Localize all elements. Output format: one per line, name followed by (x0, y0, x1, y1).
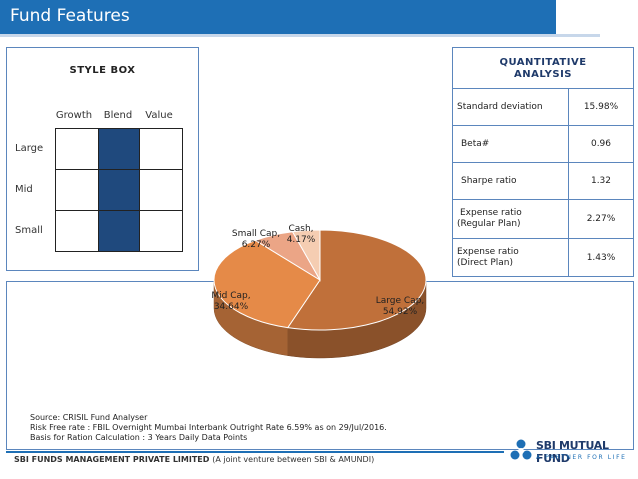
header: Fund Features (0, 0, 638, 38)
pie-label-value: 54.92% (382, 307, 418, 317)
sbi-mutual-fund-logo: SBI MUTUAL FUND A PARTNER FOR LIFE (508, 437, 634, 465)
style-col-value: Value (145, 110, 173, 121)
pie-slice-3 (291, 229, 321, 282)
pie-label-name: Cash, (288, 224, 314, 234)
style-cell-small-growth (55, 210, 99, 252)
style-box: STYLE BOX Growth Blend Value Large Mid S… (6, 47, 199, 271)
quantitative-analysis-table: QUANTITATIVE ANALYSIS Standard deviation… (452, 47, 634, 277)
qa-label-line1: Expense ratio (457, 246, 519, 257)
style-cell-mid-growth (55, 169, 99, 211)
footer-company: SBI FUNDS MANAGEMENT PRIVATE LIMITED (A … (14, 455, 374, 464)
qa-label: Expense ratio (Direct Plan) (457, 239, 563, 276)
allocation-pie-chart (213, 229, 427, 359)
footer-subtitle: (A joint venture between SBI & AMUNDI) (212, 455, 375, 464)
logo-name: SBI MUTUAL FUND (536, 439, 609, 465)
qa-title: QUANTITATIVE ANALYSIS (452, 47, 634, 89)
qa-row-sharpe: Sharpe ratio 1.32 (452, 162, 634, 200)
pie-label-value: 34.64% (213, 302, 249, 312)
logo-tagline: A PARTNER FOR LIFE (536, 454, 627, 461)
qa-label: Sharpe ratio (461, 175, 517, 186)
pie-label-large-cap: Large Cap, 54.92% (362, 296, 438, 318)
pie-label-mid-cap: Mid Cap, 34.64% (199, 291, 263, 313)
header-bar: Fund Features (0, 0, 556, 34)
qa-row-expense-direct: Expense ratio (Direct Plan) 1.43% (452, 238, 634, 277)
qa-value: 15.98% (568, 89, 633, 125)
pie-slice-1 (213, 239, 321, 329)
header-shadow (0, 34, 600, 37)
pie-label-name: Large Cap, (375, 296, 425, 306)
pie-label-value: 4.17% (286, 235, 316, 245)
style-row-large: Large (15, 143, 44, 154)
pie-label-cash: Cash, 4.17% (279, 224, 323, 246)
source-line-2: Risk Free rate : FBIL Overnight Mumbai I… (30, 423, 387, 432)
pie-slice-0 (286, 229, 427, 331)
style-box-title: STYLE BOX (69, 65, 136, 76)
qa-label-line1: Expense ratio (460, 208, 522, 218)
pie-label-value: 6.27% (241, 240, 271, 250)
qa-title-line2: ANALYSIS (513, 69, 573, 80)
style-cell-mid-blend (98, 169, 140, 211)
style-row-mid: Mid (15, 184, 33, 195)
sbi-logo-icon (510, 439, 532, 460)
style-cell-mid-value (139, 169, 183, 211)
style-cell-small-blend (98, 210, 140, 252)
pie-label-name: Small Cap, (231, 229, 281, 239)
style-cell-large-value (139, 128, 183, 170)
qa-label: Beta# (461, 138, 490, 149)
qa-value: 1.32 (568, 163, 633, 199)
style-row-small: Small (15, 225, 43, 236)
qa-label: Standard deviation (457, 101, 543, 112)
pie-label-name: Mid Cap, (211, 291, 251, 301)
footer-divider (6, 451, 504, 453)
qa-value: 2.27% (568, 200, 633, 238)
style-cell-small-value (139, 210, 183, 252)
style-col-growth: Growth (55, 110, 93, 121)
qa-label-line2: (Direct Plan) (457, 257, 513, 268)
style-cell-large-blend (98, 128, 140, 170)
qa-row-expense-regular: Expense ratio (Regular Plan) 2.27% (452, 199, 634, 239)
qa-label: Expense ratio (Regular Plan) (457, 200, 563, 238)
source-line-3: Basis for Ration Calculation : 3 Years D… (30, 433, 248, 442)
pie-label-small-cap: Small Cap, 6.27% (225, 229, 287, 251)
qa-row-std-dev: Standard deviation 15.98% (452, 88, 634, 126)
qa-value: 0.96 (568, 126, 633, 162)
qa-label-line2: (Regular Plan) (457, 219, 521, 229)
footer-company-name: SBI FUNDS MANAGEMENT PRIVATE LIMITED (14, 455, 210, 464)
qa-value: 1.43% (568, 239, 633, 276)
source-line-1: Source: CRISIL Fund Analyser (30, 413, 148, 422)
page-title: Fund Features (10, 6, 130, 26)
style-col-blend: Blend (103, 110, 133, 121)
style-cell-large-growth (55, 128, 99, 170)
qa-title-line1: QUANTITATIVE (499, 57, 587, 68)
qa-row-beta: Beta# 0.96 (452, 125, 634, 163)
